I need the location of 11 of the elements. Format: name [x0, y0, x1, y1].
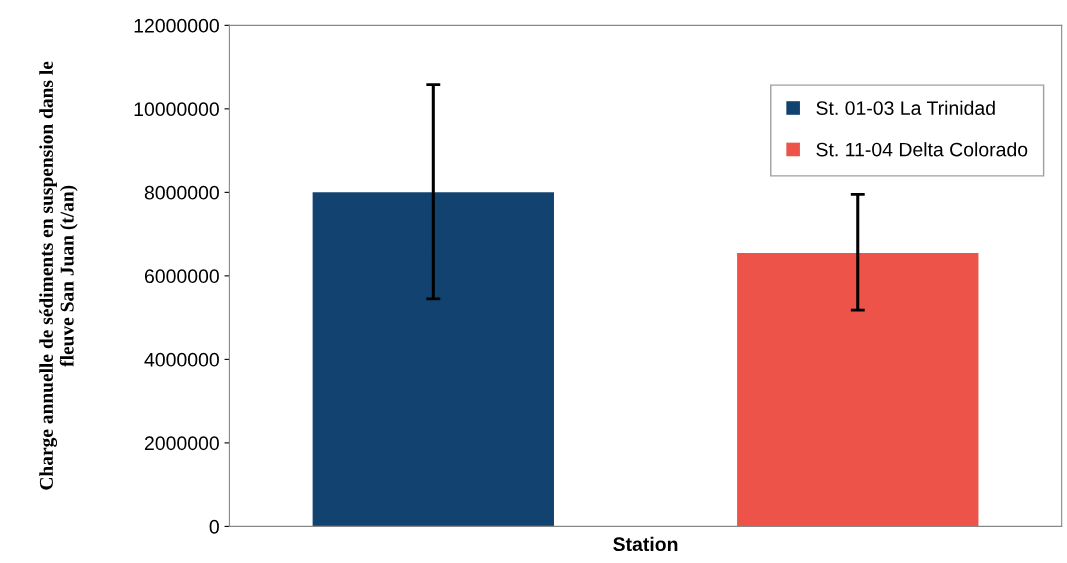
y-axis-title: Charge annuelle de sédiments en suspension dans le fleuve San Juan (t/an)	[39, 61, 78, 490]
legend-label: St. 01-03 La Trinidad	[816, 100, 995, 115]
x-axis-title: Station	[613, 536, 678, 552]
y-tick-label: 4000000	[144, 352, 219, 367]
y-tick-label: 12000000	[134, 18, 219, 33]
y-tick-label: 10000000	[134, 102, 219, 117]
legend-label: St. 11-04 Delta Colorado	[816, 142, 1028, 157]
y-tick-label: 2000000	[144, 436, 219, 451]
y-tick-label: 0	[209, 519, 219, 534]
y-tick-label: 6000000	[144, 269, 219, 284]
y-tick-label: 8000000	[144, 185, 219, 200]
